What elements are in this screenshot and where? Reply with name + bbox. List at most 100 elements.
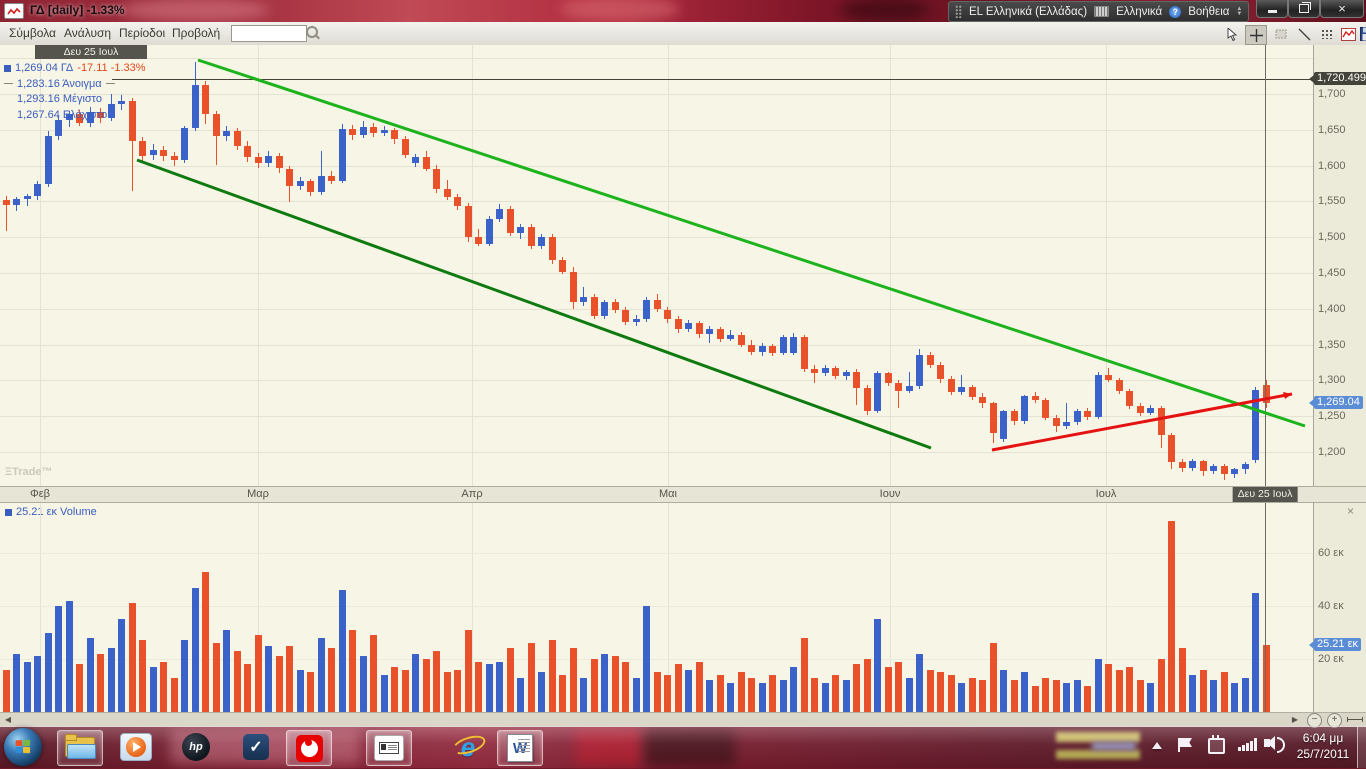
candle[interactable]	[969, 387, 976, 397]
volume-bar[interactable]	[654, 672, 661, 712]
volume-bar[interactable]	[706, 680, 713, 712]
keyboard-icon[interactable]	[1094, 6, 1109, 17]
volume-bar[interactable]	[885, 667, 892, 712]
candle[interactable]	[213, 114, 220, 136]
language-short-label[interactable]: Ελληνικά	[1116, 6, 1162, 18]
candle[interactable]	[265, 156, 272, 164]
volume-bar[interactable]	[507, 648, 514, 712]
volume-bar[interactable]	[486, 664, 493, 712]
volume-bar[interactable]	[202, 572, 209, 712]
candle[interactable]	[559, 260, 566, 272]
volume-bar[interactable]	[454, 670, 461, 712]
volume-bar[interactable]	[517, 678, 524, 712]
candle[interactable]	[223, 131, 230, 137]
volume-bar[interactable]	[1074, 680, 1081, 712]
volume-bar[interactable]	[475, 662, 482, 712]
volume-bar[interactable]	[1158, 659, 1165, 712]
volume-bar[interactable]	[297, 670, 304, 712]
taskbar-clock[interactable]: 6:04 μμ 25/7/2011	[1292, 730, 1354, 762]
candle[interactable]	[759, 346, 766, 352]
volume-bar[interactable]	[1179, 648, 1186, 712]
volume-bar[interactable]	[580, 678, 587, 712]
candle[interactable]	[1095, 375, 1102, 417]
volume-bar[interactable]	[1095, 659, 1102, 712]
candle[interactable]	[24, 196, 31, 200]
candle[interactable]	[580, 297, 587, 301]
candle[interactable]	[538, 237, 545, 246]
volume-bar[interactable]	[1126, 667, 1133, 712]
start-button[interactable]	[4, 728, 42, 766]
candle[interactable]	[486, 219, 493, 244]
candle[interactable]	[255, 157, 262, 163]
volume-bar[interactable]	[349, 630, 356, 712]
volume-bar[interactable]	[24, 662, 31, 712]
help-label[interactable]: Βοήθεια	[1188, 6, 1229, 18]
network-signal-icon[interactable]	[1238, 738, 1257, 751]
volume-bar[interactable]	[895, 662, 902, 712]
volume-bar[interactable]	[979, 680, 986, 712]
candle[interactable]	[507, 209, 514, 233]
taskbar-word[interactable]: W	[497, 730, 543, 766]
volume-bar[interactable]	[633, 678, 640, 712]
close-button[interactable]: ×	[1320, 0, 1364, 18]
candle[interactable]	[286, 169, 293, 186]
candle[interactable]	[517, 227, 524, 233]
volume-bar[interactable]	[1053, 680, 1060, 712]
candle[interactable]	[1053, 418, 1060, 427]
candle[interactable]	[1231, 469, 1238, 474]
candle[interactable]	[591, 297, 598, 316]
volume-bar[interactable]	[1263, 645, 1270, 712]
volume-bar[interactable]	[717, 675, 724, 712]
candle[interactable]	[160, 150, 167, 156]
candle[interactable]	[244, 146, 251, 158]
candle[interactable]	[832, 368, 839, 377]
help-icon[interactable]: ?	[1169, 6, 1181, 18]
volume-bar[interactable]	[150, 667, 157, 712]
volume-bar[interactable]	[549, 640, 556, 712]
volume-bar[interactable]	[160, 662, 167, 712]
pointer-tool-icon[interactable]	[1222, 25, 1242, 43]
candle[interactable]	[685, 323, 692, 329]
candle[interactable]	[916, 355, 923, 387]
volume-bar[interactable]	[318, 638, 325, 712]
candle[interactable]	[811, 369, 818, 373]
hidden-icons-arrow-icon[interactable]	[1152, 742, 1162, 749]
volume-bar[interactable]	[381, 675, 388, 712]
volume-bar[interactable]	[181, 640, 188, 712]
candle[interactable]	[1242, 464, 1249, 469]
volume-bar[interactable]	[433, 651, 440, 712]
candle[interactable]	[1105, 375, 1112, 380]
volume-bar[interactable]	[832, 675, 839, 712]
candle[interactable]	[297, 181, 304, 185]
candle[interactable]	[843, 372, 850, 376]
volume-bar[interactable]	[265, 646, 272, 712]
trendline-tool-icon[interactable]	[1294, 25, 1314, 43]
candle[interactable]	[454, 197, 461, 206]
volume-bar[interactable]	[1210, 680, 1217, 712]
volume-bar[interactable]	[66, 601, 73, 712]
volume-bar[interactable]	[591, 659, 598, 712]
candle[interactable]	[1063, 422, 1070, 426]
volume-bar[interactable]	[738, 672, 745, 712]
taskbar-internet-explorer[interactable]: e	[446, 730, 490, 764]
candle[interactable]	[181, 128, 188, 160]
candle[interactable]	[717, 329, 724, 339]
candle[interactable]	[790, 337, 797, 353]
candle[interactable]	[45, 136, 52, 185]
volume-bar[interactable]	[643, 606, 650, 712]
candle[interactable]	[402, 139, 409, 155]
candle[interactable]	[769, 346, 776, 353]
taskbar-remote-window-app[interactable]	[366, 730, 412, 766]
volume-bar[interactable]	[244, 664, 251, 712]
volume-bar[interactable]	[1116, 670, 1123, 712]
candle[interactable]	[423, 157, 430, 169]
volume-bar[interactable]	[780, 680, 787, 712]
candle[interactable]	[1032, 396, 1039, 400]
candle[interactable]	[202, 85, 209, 114]
candle[interactable]	[906, 386, 913, 391]
volume-bar[interactable]	[538, 672, 545, 712]
volume-bar[interactable]	[570, 648, 577, 712]
volume-bar[interactable]	[1242, 678, 1249, 712]
